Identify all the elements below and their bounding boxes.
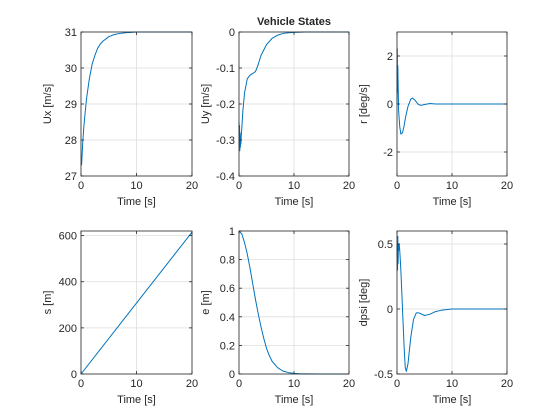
- x-tick-label: 10: [446, 180, 458, 192]
- y-tick-label: 400: [59, 277, 77, 289]
- x-axis-label: Time [s]: [117, 394, 156, 406]
- x-tick-label: 0: [78, 378, 84, 390]
- figure-title: Vehicle States: [257, 16, 331, 28]
- y-axis-label: Ux [m/s]: [42, 84, 54, 124]
- y-tick-label: 1: [229, 226, 235, 238]
- y-axis-label: Uy [m/s]: [200, 84, 212, 124]
- x-tick-label: 20: [501, 378, 513, 390]
- subplot-1: 0 10 20 27 28 29 30 31 Time [s] Ux [m/s]: [42, 27, 198, 208]
- x-tick-label: 20: [343, 180, 355, 192]
- y-tick-label: 0: [229, 369, 235, 381]
- x-tick-label: 20: [186, 180, 198, 192]
- y-tick-label: 28: [65, 135, 77, 147]
- x-tick-label: 0: [78, 180, 84, 192]
- subplot-3: 0 10 20 -2 0 2 Time [s] r [deg/s]: [358, 31, 513, 208]
- y-tick-label: 29: [65, 99, 77, 111]
- x-tick-label: 20: [343, 378, 355, 390]
- y-tick-label: 0.2: [220, 340, 235, 352]
- y-tick-label: 200: [59, 323, 77, 335]
- y-tick-label: -0.1: [216, 63, 235, 75]
- x-tick-label: 0: [394, 378, 400, 390]
- y-tick-label: 0: [387, 304, 393, 316]
- y-tick-label: 31: [65, 27, 77, 39]
- series-line: [80, 231, 193, 375]
- y-axis-label: e [m]: [200, 290, 212, 314]
- series-line: [396, 48, 507, 135]
- y-tick-label: 0: [71, 369, 77, 381]
- x-tick-label: 0: [236, 180, 242, 192]
- y-tick-label: -0.4: [216, 171, 235, 183]
- y-tick-label: 0.8: [220, 255, 235, 267]
- y-tick-label: 0.5: [378, 239, 393, 251]
- x-tick-label: 10: [130, 378, 142, 390]
- y-axis-label: dpsi [deg]: [358, 279, 370, 327]
- x-tick-label: 20: [501, 180, 513, 192]
- y-tick-label: 30: [65, 63, 77, 75]
- x-axis-label: Time [s]: [275, 196, 314, 208]
- subplot-2: 0 10 20 -0.4 -0.3 -0.2 -0.1 0 Time [s] Uy [m/s]: [200, 27, 355, 208]
- x-tick-label: 10: [288, 180, 300, 192]
- x-tick-label: 0: [394, 180, 400, 192]
- x-axis-label: Time [s]: [433, 394, 472, 406]
- subplot-5: 0 10 20 0 0.2 0.4 0.6 0.8 1 Time [s] e [m]: [200, 226, 355, 406]
- x-tick-label: 20: [186, 378, 198, 390]
- y-tick-label: 0.6: [220, 283, 235, 295]
- x-axis-label: Time [s]: [275, 394, 314, 406]
- x-tick-label: 10: [446, 378, 458, 390]
- y-tick-label: 0: [387, 99, 393, 111]
- y-tick-label: 600: [59, 231, 77, 243]
- x-tick-label: 0: [236, 378, 242, 390]
- x-axis-label: Time [s]: [117, 196, 156, 208]
- x-tick-label: 10: [130, 180, 142, 192]
- x-axis-label: Time [s]: [433, 196, 472, 208]
- y-tick-label: -0.3: [216, 135, 235, 147]
- x-tick-label: 10: [288, 378, 300, 390]
- y-tick-label: -2: [383, 147, 393, 159]
- y-tick-label: -0.2: [216, 99, 235, 111]
- y-axis-label: r [deg/s]: [358, 84, 370, 124]
- y-tick-label: 27: [65, 171, 77, 183]
- y-tick-label: 0.4: [220, 312, 235, 324]
- y-tick-label: -0.5: [374, 369, 393, 381]
- y-tick-label: 0: [229, 27, 235, 39]
- series-line: [238, 31, 349, 152]
- y-tick-label: 2: [387, 51, 393, 63]
- series-line: [396, 235, 507, 372]
- y-axis-label: s [m]: [42, 291, 54, 315]
